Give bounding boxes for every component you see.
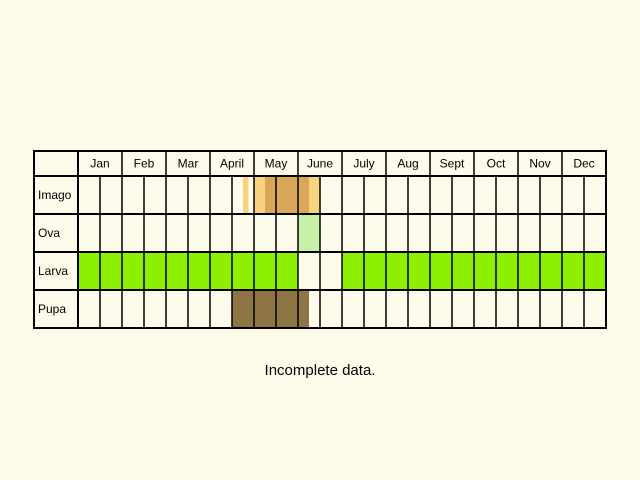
fill-imago-0: [243, 176, 249, 214]
fill-imago-3: [309, 176, 320, 214]
chart-note: Incomplete data.: [264, 362, 376, 379]
month-label-sept: Sept: [440, 157, 465, 171]
row-label-ova: Ova: [38, 226, 60, 240]
row-label-larva: Larva: [38, 264, 68, 278]
month-label-oct: Oct: [487, 157, 506, 171]
month-label-may: May: [265, 157, 288, 171]
month-label-july: July: [353, 157, 374, 171]
month-label-jan: Jan: [90, 157, 109, 171]
fill-ova-4: [298, 214, 320, 252]
fill-imago-2: [265, 176, 309, 214]
month-label-mar: Mar: [178, 157, 199, 171]
fill-pupa-7: [232, 290, 309, 328]
month-label-dec: Dec: [573, 157, 594, 171]
row-label-imago: Imago: [38, 188, 72, 202]
fill-imago-1: [254, 176, 265, 214]
month-label-april: April: [220, 157, 244, 171]
row-label-pupa: Pupa: [38, 302, 66, 316]
month-label-aug: Aug: [397, 157, 418, 171]
table-border: [33, 150, 607, 329]
month-label-june: June: [307, 157, 333, 171]
month-label-nov: Nov: [529, 157, 550, 171]
month-label-feb: Feb: [134, 157, 155, 171]
